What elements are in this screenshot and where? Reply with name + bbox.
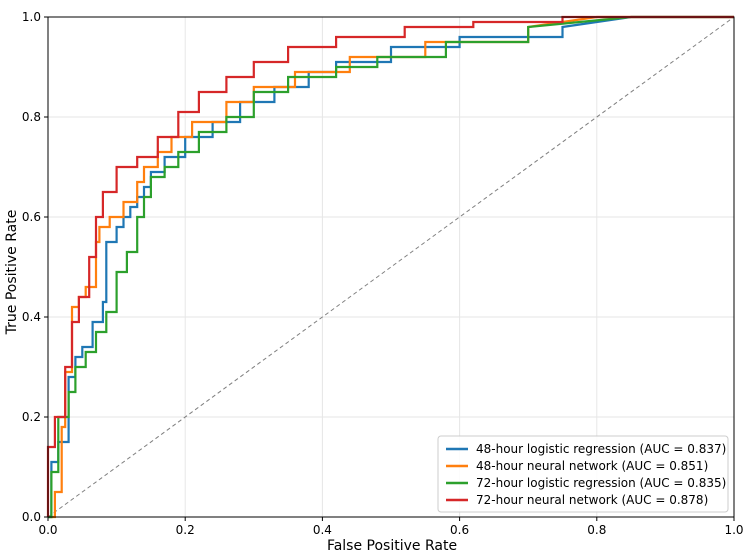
legend-label-3: 72-hour logistic regression (AUC = 0.835… (476, 476, 726, 490)
roc-curve-4 (46, 15, 734, 517)
y-tick-label: 0.4 (22, 310, 41, 324)
x-tick-label: 0.2 (176, 523, 195, 537)
x-tick-label: 0.0 (38, 523, 57, 537)
legend-label-1: 48-hour logistic regression (AUC = 0.837… (476, 442, 726, 456)
y-tick-label: 0.0 (22, 510, 41, 524)
x-tick-label: 0.8 (587, 523, 606, 537)
x-tick-label: 0.4 (313, 523, 332, 537)
axis-ticks: 0.0 0.2 0.4 0.6 0.8 1.0 0.0 0.2 0.4 0.6 0.8 1.0 (22, 10, 744, 537)
y-tick-label: 0.2 (22, 410, 41, 424)
x-axis-label: False Positive Rate (327, 538, 457, 554)
x-tick-label: 0.6 (450, 523, 469, 537)
y-tick-label: 0.8 (22, 110, 41, 124)
reference-diagonal (47, 16, 735, 518)
roc-curves (46, 15, 734, 519)
x-tick-label: 1.0 (724, 523, 743, 537)
legend-label-2: 48-hour neural network (AUC = 0.851) (476, 459, 708, 473)
y-tick-label: 1.0 (22, 10, 41, 24)
y-tick-label: 0.6 (22, 210, 41, 224)
plot-frame (47, 16, 735, 518)
legend-box (437, 435, 729, 513)
y-axis-label: True Positive Rate (4, 210, 20, 336)
roc-curve-3 (48, 15, 734, 519)
legend: 48-hour logistic regression (AUC = 0.837… (437, 435, 729, 513)
legend-label-4: 72-hour neural network (AUC = 0.878) (476, 493, 708, 507)
